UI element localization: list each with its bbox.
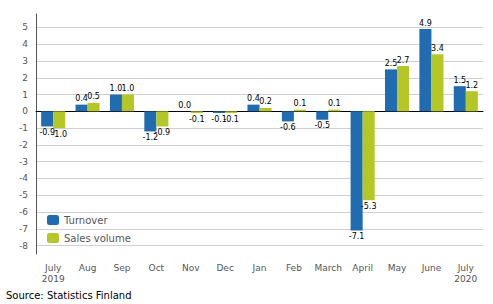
svg-text:-8: -8 — [19, 241, 28, 251]
svg-text:-5.3: -5.3 — [361, 202, 377, 211]
svg-text:2.7: 2.7 — [397, 56, 410, 65]
svg-text:0.5: 0.5 — [87, 92, 100, 101]
svg-text:0.0: 0.0 — [178, 101, 191, 110]
svg-text:-0.9: -0.9 — [155, 128, 171, 137]
svg-text:-2: -2 — [19, 140, 28, 150]
svg-text:0.1: 0.1 — [294, 99, 307, 108]
svg-text:Sep: Sep — [113, 263, 130, 273]
svg-text:Nov: Nov — [182, 263, 200, 273]
svg-text:-4: -4 — [19, 173, 28, 183]
svg-text:1.5: 1.5 — [453, 76, 466, 85]
svg-text:Sales volume: Sales volume — [64, 233, 131, 244]
svg-text:1.2: 1.2 — [465, 81, 478, 90]
svg-text:3.4: 3.4 — [431, 44, 444, 53]
svg-text:July: July — [44, 263, 62, 273]
svg-text:March: March — [315, 263, 342, 273]
svg-text:3: 3 — [22, 56, 28, 66]
svg-text:2020: 2020 — [454, 274, 477, 284]
svg-text:-0.5: -0.5 — [314, 121, 330, 130]
svg-text:2019: 2019 — [42, 274, 65, 284]
svg-text:Dec: Dec — [216, 263, 233, 273]
svg-text:April: April — [352, 263, 373, 273]
svg-text:1.0: 1.0 — [110, 84, 123, 93]
svg-text:-1: -1 — [19, 123, 28, 133]
svg-text:-1.2: -1.2 — [142, 133, 159, 142]
svg-text:-7: -7 — [19, 224, 28, 234]
svg-text:-7.1: -7.1 — [349, 232, 365, 241]
svg-text:4: 4 — [22, 39, 28, 49]
svg-text:-0.1: -0.1 — [211, 114, 227, 124]
svg-text:Oct: Oct — [149, 263, 165, 273]
svg-text:0.1: 0.1 — [328, 99, 341, 108]
svg-text:-0.1: -0.1 — [189, 115, 205, 124]
svg-text:Turnover: Turnover — [63, 215, 108, 226]
svg-text:0.4: 0.4 — [247, 94, 260, 103]
svg-text:-0.6: -0.6 — [280, 123, 296, 132]
svg-text:-1.0: -1.0 — [51, 130, 67, 139]
svg-text:May: May — [388, 263, 407, 273]
svg-text:-0.1: -0.1 — [223, 115, 239, 124]
svg-text:0: 0 — [22, 106, 28, 116]
svg-text:2: 2 — [22, 73, 28, 83]
svg-text:-3: -3 — [19, 157, 28, 167]
svg-text:0.4: 0.4 — [75, 94, 88, 103]
svg-text:Jan: Jan — [252, 263, 267, 273]
svg-text:1: 1 — [22, 90, 28, 100]
svg-text:July: July — [457, 263, 475, 273]
svg-text:Aug: Aug — [79, 263, 97, 273]
svg-text:2.5: 2.5 — [385, 59, 398, 68]
svg-text:4.9: 4.9 — [419, 19, 432, 28]
svg-text:June: June — [421, 263, 442, 273]
svg-text:1.0: 1.0 — [122, 84, 135, 93]
svg-text:0.2: 0.2 — [259, 97, 272, 106]
svg-text:-5: -5 — [19, 190, 28, 200]
svg-text:-0.9: -0.9 — [39, 127, 55, 137]
svg-text:Feb: Feb — [286, 263, 302, 273]
svg-text:Source: Statistics Finland: Source: Statistics Finland — [6, 290, 132, 301]
svg-text:-6: -6 — [19, 207, 28, 217]
svg-text:5: 5 — [22, 22, 28, 32]
